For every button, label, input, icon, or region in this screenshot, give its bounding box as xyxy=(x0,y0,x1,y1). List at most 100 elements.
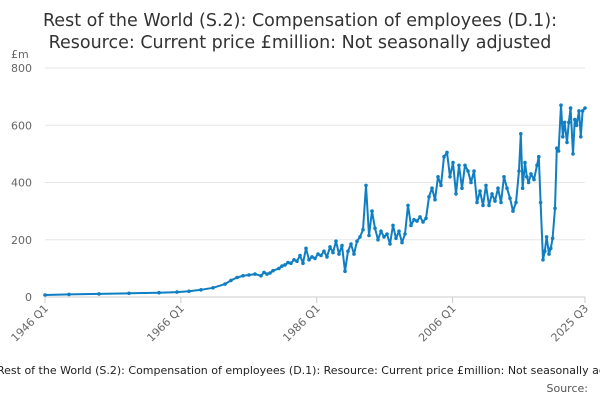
data-point[interactable] xyxy=(445,150,449,155)
data-point[interactable] xyxy=(361,227,365,232)
data-point[interactable] xyxy=(573,117,577,122)
data-point[interactable] xyxy=(328,245,332,249)
data-point[interactable] xyxy=(43,293,47,297)
data-point[interactable] xyxy=(289,261,293,266)
data-point[interactable] xyxy=(301,261,305,266)
data-point[interactable] xyxy=(583,106,587,110)
data-point[interactable] xyxy=(307,258,311,262)
data-point[interactable] xyxy=(514,200,518,205)
data-point[interactable] xyxy=(463,163,467,168)
data-point[interactable] xyxy=(579,134,583,139)
data-point[interactable] xyxy=(439,183,443,188)
data-point[interactable] xyxy=(418,215,422,219)
data-point[interactable] xyxy=(412,217,416,222)
data-point[interactable] xyxy=(235,275,239,280)
data-point[interactable] xyxy=(352,252,356,256)
data-point[interactable] xyxy=(409,223,413,228)
data-point[interactable] xyxy=(286,260,290,265)
data-point[interactable] xyxy=(175,290,179,294)
data-point[interactable] xyxy=(310,255,314,259)
data-point[interactable] xyxy=(157,290,161,295)
data-point[interactable] xyxy=(283,263,287,267)
data-point[interactable] xyxy=(519,132,523,136)
data-point[interactable] xyxy=(424,216,428,221)
data-point[interactable] xyxy=(532,177,536,182)
data-point[interactable] xyxy=(535,163,539,168)
data-point[interactable] xyxy=(364,183,368,188)
data-point[interactable] xyxy=(67,292,71,297)
data-point[interactable] xyxy=(388,242,392,246)
data-point[interactable] xyxy=(574,123,579,128)
data-point[interactable] xyxy=(475,200,479,205)
data-point[interactable] xyxy=(525,175,529,179)
data-point[interactable] xyxy=(355,239,359,243)
data-point[interactable] xyxy=(562,120,567,125)
data-point[interactable] xyxy=(499,200,503,205)
data-point[interactable] xyxy=(223,282,227,286)
data-point[interactable] xyxy=(298,253,302,258)
data-point[interactable] xyxy=(511,209,515,213)
data-point[interactable] xyxy=(526,180,531,185)
data-point[interactable] xyxy=(553,206,557,211)
data-point[interactable] xyxy=(436,175,440,179)
data-point[interactable] xyxy=(457,163,461,168)
data-point[interactable] xyxy=(484,183,488,188)
data-point[interactable] xyxy=(316,252,320,256)
data-point[interactable] xyxy=(262,270,266,275)
data-point[interactable] xyxy=(370,209,374,213)
data-point[interactable] xyxy=(340,243,344,248)
data-point[interactable] xyxy=(580,109,585,113)
data-point[interactable] xyxy=(547,252,551,256)
data-point[interactable] xyxy=(382,235,386,239)
data-point[interactable] xyxy=(259,274,263,278)
data-point[interactable] xyxy=(559,103,563,107)
data-point[interactable] xyxy=(358,235,362,239)
data-point[interactable] xyxy=(544,235,549,239)
data-point[interactable] xyxy=(268,271,272,275)
data-point[interactable] xyxy=(550,236,555,241)
data-point[interactable] xyxy=(469,180,473,185)
data-point[interactable] xyxy=(253,272,257,276)
data-point[interactable] xyxy=(322,249,326,253)
data-point[interactable] xyxy=(385,232,389,236)
data-point[interactable] xyxy=(379,229,383,233)
data-point[interactable] xyxy=(493,199,497,203)
data-point[interactable] xyxy=(502,175,506,179)
data-point[interactable] xyxy=(442,154,446,159)
data-point[interactable] xyxy=(271,268,275,273)
data-point[interactable] xyxy=(265,272,269,276)
data-point[interactable] xyxy=(241,274,245,278)
data-point[interactable] xyxy=(520,186,525,190)
data-point[interactable] xyxy=(460,186,464,190)
data-point[interactable] xyxy=(280,264,284,268)
data-point[interactable] xyxy=(555,146,559,150)
data-point[interactable] xyxy=(313,256,317,261)
data-point[interactable] xyxy=(331,250,335,255)
data-point[interactable] xyxy=(448,175,452,179)
data-point[interactable] xyxy=(292,258,296,262)
data-point[interactable] xyxy=(541,258,545,262)
data-point[interactable] xyxy=(304,246,308,251)
data-point[interactable] xyxy=(403,232,407,236)
data-point[interactable] xyxy=(472,169,476,173)
data-point[interactable] xyxy=(481,203,485,208)
data-point[interactable] xyxy=(556,149,561,153)
data-point[interactable] xyxy=(127,291,131,296)
data-point[interactable] xyxy=(229,278,233,283)
data-point[interactable] xyxy=(505,186,509,190)
data-point[interactable] xyxy=(349,242,353,246)
data-point[interactable] xyxy=(211,286,215,290)
data-point[interactable] xyxy=(400,240,404,245)
data-point[interactable] xyxy=(406,203,410,208)
data-point[interactable] xyxy=(577,109,581,113)
data-point[interactable] xyxy=(561,134,565,139)
data-point[interactable] xyxy=(319,253,323,258)
data-point[interactable] xyxy=(517,169,521,173)
data-point[interactable] xyxy=(478,189,482,193)
data-point[interactable] xyxy=(568,106,573,110)
data-point[interactable] xyxy=(187,289,191,294)
data-point[interactable] xyxy=(567,120,571,125)
data-point[interactable] xyxy=(487,203,491,208)
data-point[interactable] xyxy=(376,238,380,242)
data-point[interactable] xyxy=(397,229,401,233)
